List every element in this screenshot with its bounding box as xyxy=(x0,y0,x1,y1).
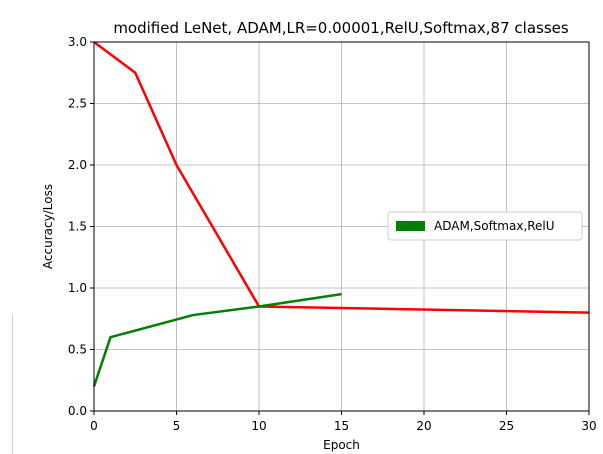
series-line-1 xyxy=(92,292,342,387)
window-edge-line xyxy=(12,315,13,454)
legend: ADAM,Softmax,RelU xyxy=(387,211,583,241)
y-tick-label: 2.0 xyxy=(68,158,87,172)
series-line-0 xyxy=(93,40,590,314)
x-tick-label: 20 xyxy=(416,419,431,433)
x-tick-label: 15 xyxy=(334,419,349,433)
y-tick-label: 0.5 xyxy=(68,343,87,357)
y-axis-label: Accuracy/Loss xyxy=(41,184,55,269)
x-tick-label: 10 xyxy=(251,419,266,433)
x-tick-label: 0 xyxy=(90,419,98,433)
y-tick-label: 0.0 xyxy=(68,404,87,418)
tick-layer: 0 5 10 15 20 25 30 0.0 0.5 1.0 1.5 2.0 2.5 3.0 xyxy=(68,35,597,433)
series-layer xyxy=(92,40,590,387)
legend-box xyxy=(387,211,583,241)
chart-title: modified LeNet, ADAM,LR=0.00001,RelU,Sof… xyxy=(113,19,569,37)
y-tick-label: 1.5 xyxy=(68,220,87,234)
y-tick-label: 2.5 xyxy=(68,97,87,111)
y-tick-label: 3.0 xyxy=(68,35,87,49)
legend-swatch xyxy=(396,221,425,231)
x-tick-label: 25 xyxy=(499,419,514,433)
x-axis-label: Epoch xyxy=(323,438,360,452)
x-tick-label: 5 xyxy=(173,419,181,433)
y-tick-label: 1.0 xyxy=(68,281,87,295)
legend-label: ADAM,Softmax,RelU xyxy=(434,219,555,233)
x-tick-label: 30 xyxy=(581,419,596,433)
